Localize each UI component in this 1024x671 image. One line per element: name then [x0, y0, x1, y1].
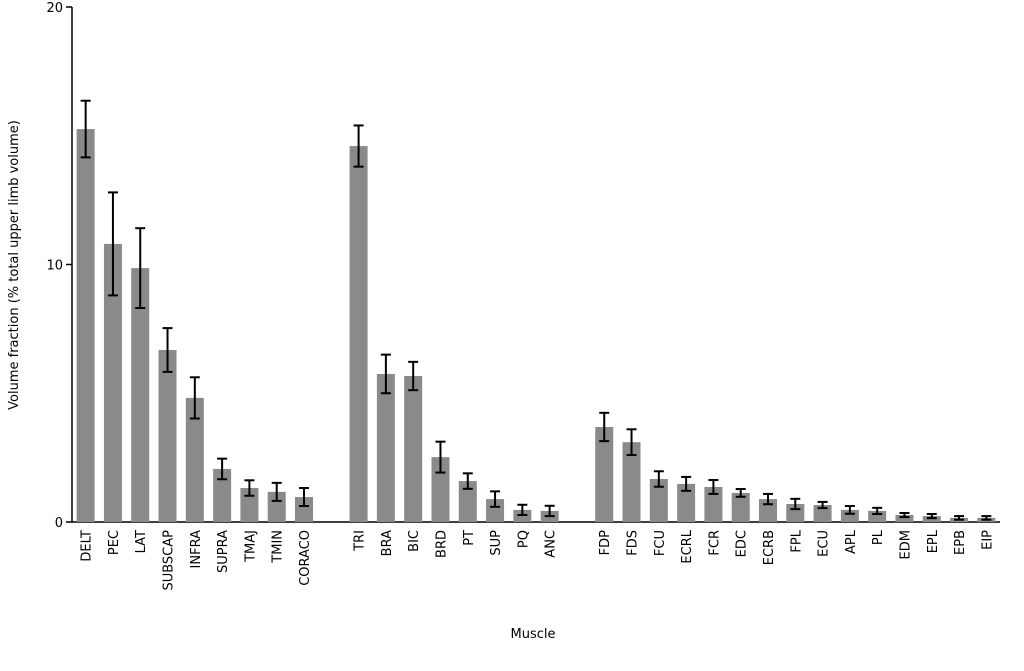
error-bar	[790, 497, 801, 511]
x-tick-label: FDS	[626, 530, 641, 556]
error-bar	[817, 500, 828, 510]
bar	[349, 146, 368, 523]
error-bar	[626, 428, 637, 457]
error-bar	[844, 505, 855, 515]
error-bar	[462, 472, 473, 490]
x-tick-label: SUBSCAP	[162, 530, 177, 591]
bar	[213, 468, 232, 522]
error-bar	[244, 479, 255, 497]
bar	[103, 243, 122, 522]
x-tick-label: PQ	[516, 530, 531, 548]
bar	[131, 268, 150, 522]
x-tick-label: LAT	[134, 530, 149, 553]
bar	[76, 129, 95, 522]
error-bar	[217, 457, 228, 481]
x-tick-label: EDC	[735, 530, 750, 557]
bar	[677, 483, 696, 522]
error-bar	[763, 492, 773, 506]
error-bar	[926, 513, 937, 520]
error-bar	[189, 376, 200, 420]
x-tick-label: TMAJ	[243, 530, 258, 563]
error-bar	[708, 479, 719, 495]
x-tick-label: SUP	[489, 530, 504, 556]
error-bar	[490, 490, 501, 508]
bar	[704, 486, 723, 522]
bar	[813, 505, 832, 522]
bar	[295, 497, 313, 522]
error-bar	[517, 503, 528, 517]
error-bar	[653, 470, 664, 488]
error-bar	[353, 124, 364, 168]
x-tick-label: FDP	[598, 530, 613, 555]
error-bar	[271, 481, 282, 502]
x-tick-label: EPL	[926, 529, 941, 553]
bar	[458, 481, 477, 522]
bar	[267, 491, 286, 522]
error-bar	[435, 440, 446, 474]
x-tick-label: SUPRA	[216, 530, 231, 573]
error-bar	[107, 191, 118, 297]
x-tick-label: TMIN	[271, 530, 286, 564]
error-bar	[981, 515, 992, 521]
x-tick-label: INFRA	[189, 530, 204, 569]
x-tick-label: BRA	[380, 530, 395, 556]
x-tick-label: BRD	[434, 530, 449, 558]
y-tick-label: 0	[55, 516, 63, 531]
error-bar	[681, 475, 692, 492]
y-axis-label: Volume fraction (% total upper limb volu…	[7, 120, 22, 410]
x-tick-label: DELT	[80, 530, 95, 562]
bar	[622, 442, 641, 522]
error-bar	[380, 353, 391, 395]
x-tick-label: ECU	[817, 530, 832, 557]
bar	[595, 426, 614, 522]
error-bar	[599, 411, 610, 443]
error-bar	[299, 487, 309, 508]
bar	[486, 499, 505, 522]
bar	[158, 349, 177, 522]
bar	[731, 492, 750, 522]
x-tick-label: ANC	[544, 530, 559, 558]
x-tick-label: ECRL	[680, 529, 695, 563]
x-tick-label: PEC	[107, 530, 122, 555]
y-tick-label: 10	[46, 259, 63, 274]
x-tick-label: PL	[871, 529, 886, 545]
x-tick-label: FCU	[653, 530, 668, 556]
bar	[376, 373, 395, 522]
error-bar	[735, 488, 746, 498]
x-tick-label: APL	[844, 529, 859, 554]
x-tick-label: ECRB	[762, 530, 777, 565]
bar	[649, 478, 668, 522]
x-tick-label: BIC	[407, 530, 422, 552]
error-bar	[135, 227, 146, 310]
error-bar	[872, 506, 883, 516]
bar	[185, 397, 204, 522]
x-tick-label: CORACO	[298, 530, 313, 586]
error-bar	[954, 515, 965, 521]
bar	[895, 515, 914, 522]
x-axis-label: Muscle	[511, 627, 556, 642]
error-bar	[544, 504, 555, 518]
x-tick-label: FCR	[707, 530, 722, 556]
error-bar	[80, 99, 91, 159]
x-tick-label: PT	[462, 530, 477, 546]
x-tick-label: EIP	[980, 530, 995, 550]
x-tick-label: EDM	[898, 530, 913, 559]
x-tick-label: FPL	[789, 529, 804, 552]
x-tick-label: EPB	[953, 530, 968, 555]
error-bar	[408, 360, 419, 392]
error-bar	[162, 327, 173, 373]
x-tick-label: TRI	[353, 530, 368, 552]
bar	[404, 375, 423, 522]
y-tick-label: 20	[46, 1, 63, 16]
error-bar	[899, 511, 910, 519]
bar	[868, 510, 887, 522]
